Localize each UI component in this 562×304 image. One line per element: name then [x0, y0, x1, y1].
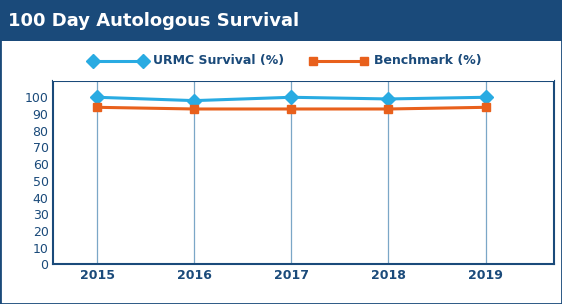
- URMC Survival (%): [288, 95, 294, 99]
- Line: Benchmark (%): Benchmark (%): [93, 103, 490, 113]
- Text: URMC Survival (%): URMC Survival (%): [153, 54, 284, 67]
- Benchmark (%): [385, 107, 392, 111]
- Text: 100 Day Autologous Survival: 100 Day Autologous Survival: [8, 12, 300, 29]
- Benchmark (%): [94, 105, 101, 109]
- Benchmark (%): [191, 107, 198, 111]
- Line: URMC Survival (%): URMC Survival (%): [92, 92, 491, 105]
- Benchmark (%): [482, 105, 489, 109]
- Benchmark (%): [288, 107, 294, 111]
- URMC Survival (%): [482, 95, 489, 99]
- URMC Survival (%): [191, 99, 198, 102]
- URMC Survival (%): [94, 95, 101, 99]
- Text: Benchmark (%): Benchmark (%): [374, 54, 481, 67]
- URMC Survival (%): [385, 97, 392, 101]
